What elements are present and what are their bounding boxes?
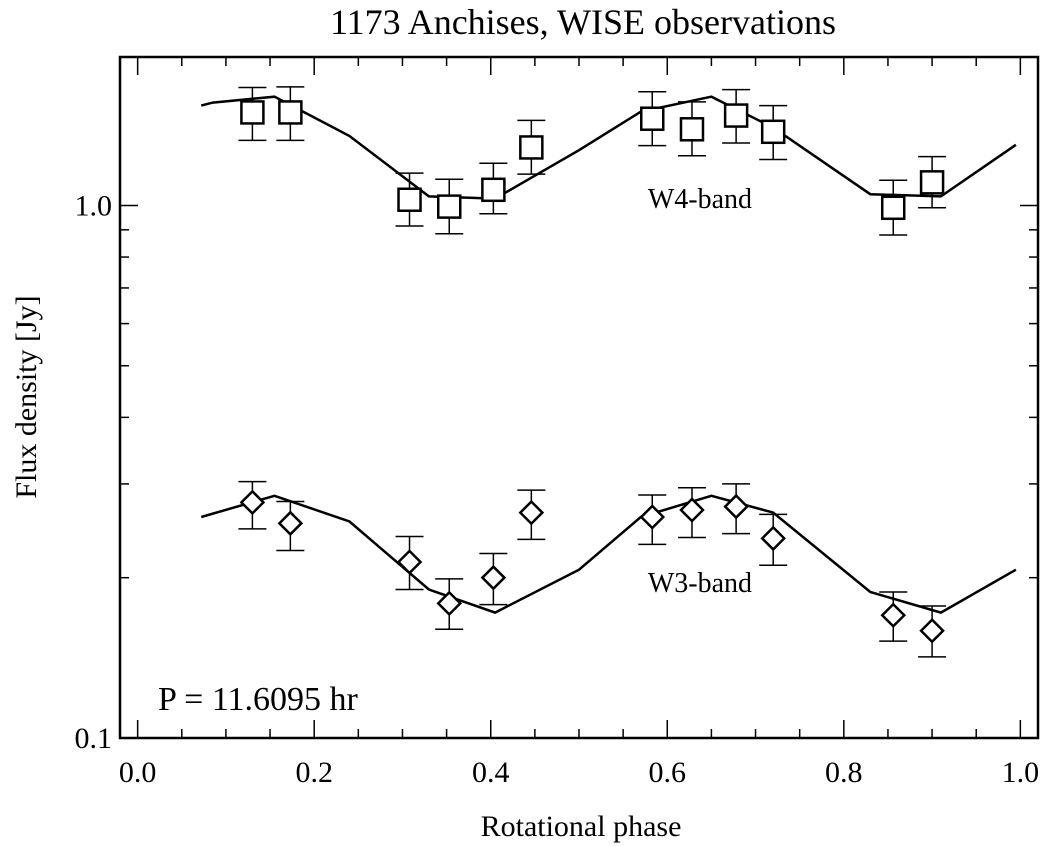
model-curve-1 [200,494,1017,614]
plot-frame [118,55,1040,740]
series-labels: W4-band W3-band [648,184,752,599]
y-tick-label: 1.0 [75,189,113,222]
x-tick-label: 0.0 [119,756,157,789]
x-tick-label: 1.0 [1002,756,1040,789]
diamond-marker [239,489,266,516]
x-axis-label: Rotational phase [481,810,682,843]
x-tick-label: 0.2 [295,756,333,789]
diamond-marker [518,499,545,526]
diamond-marker [480,564,507,591]
square-marker [880,195,906,221]
chart-title: 1173 Anchises, WISE observations [330,2,836,42]
diamond-marker [639,504,666,530]
model-curves [200,95,1017,614]
diamond-marker [880,602,907,629]
diamond-marker [760,525,786,552]
model-curve-0 [200,95,1017,200]
diamond-marker [723,493,749,520]
square-marker [481,177,506,203]
series-label-0: W4-band [648,184,752,215]
series-label-1: W3-band [648,568,752,599]
square-marker [679,117,705,142]
x-tick-label: 0.6 [649,756,687,789]
square-marker [760,119,786,145]
diamond-marker [919,617,945,644]
square-marker [436,194,462,219]
x-tick-label: 0.8 [825,756,863,789]
square-marker [919,170,945,195]
tick-labels: 0.0 0.2 0.4 0.6 0.8 1.0 0.1 1.0 [75,189,1040,789]
square-marker [278,100,303,125]
axis-ticks [120,57,1038,739]
period-annotation: P = 11.6095 hr [158,681,359,718]
square-marker [723,103,749,128]
data-markers [239,100,945,644]
x-tick-label: 0.4 [472,756,510,789]
diamond-marker [436,590,463,617]
square-marker [240,100,265,125]
square-marker [519,135,544,160]
diamond-marker [277,510,304,537]
diamond-marker [679,497,705,523]
y-tick-label: 0.1 [75,722,113,755]
diamond-marker [396,549,423,575]
square-marker [640,106,665,131]
square-marker [397,187,422,212]
y-axis-label: Flux density [Jy] [10,295,43,498]
